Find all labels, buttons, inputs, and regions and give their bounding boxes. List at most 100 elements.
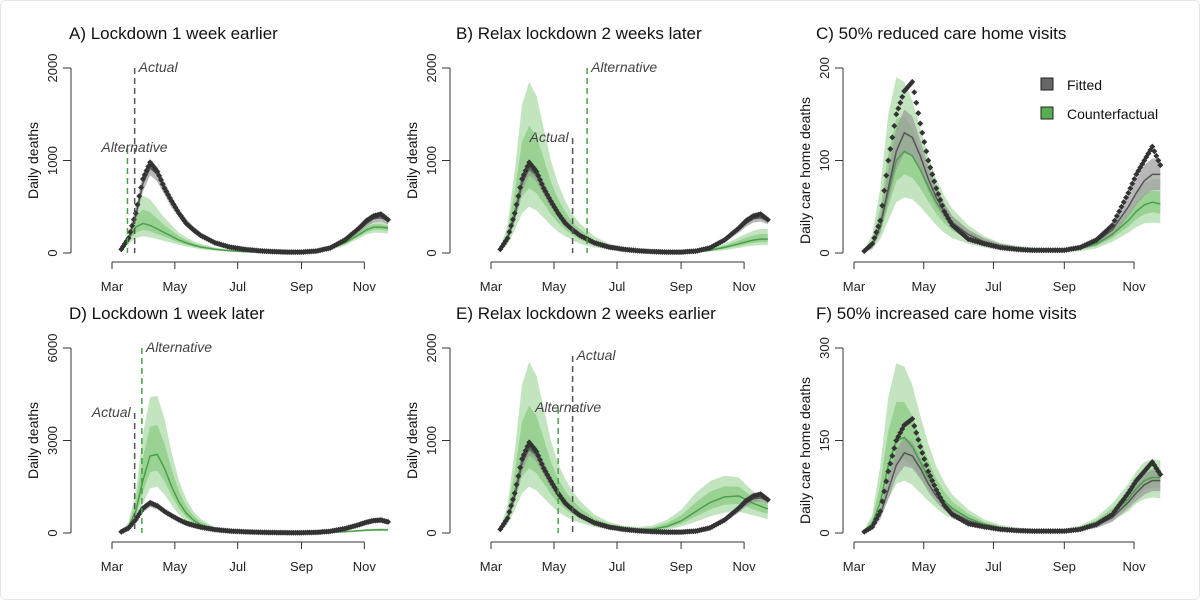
observed-point — [1157, 471, 1164, 478]
observed-point — [885, 157, 892, 164]
observed-point — [933, 185, 940, 192]
panel-f: F) 50% increased care home visits 0 150 300… — [797, 304, 1164, 574]
y-tick-label: 0 — [424, 249, 439, 256]
x-tick-label: Sep — [1053, 559, 1076, 574]
x-tick-label: Mar — [480, 279, 503, 294]
observed-point — [911, 89, 918, 96]
observed-point — [927, 164, 934, 171]
y-tick-label: 2000 — [45, 54, 60, 83]
x-tick-label: Nov — [1122, 559, 1146, 574]
panel-d: D) Lockdown 1 week later 0 3000 6000 Daily d… — [25, 304, 392, 574]
observed-point — [123, 237, 130, 244]
y-tick-label: 0 — [424, 529, 439, 536]
observed-point — [1129, 180, 1136, 187]
observed-point — [1131, 176, 1138, 182]
observed-point — [504, 515, 511, 522]
fitted-band — [864, 437, 1161, 533]
x-tick-label: Sep — [670, 559, 693, 574]
y-axis-label: Daily deaths — [25, 122, 41, 199]
observed-point — [513, 481, 520, 488]
y-tick-label: 0 — [45, 529, 60, 536]
observed-point — [508, 222, 515, 229]
observed-point — [937, 196, 944, 203]
observed-point — [877, 508, 884, 515]
observed-point — [515, 193, 522, 200]
x-tick-label: May — [542, 559, 567, 574]
vline-label: Alternative — [100, 139, 167, 155]
observed-point — [385, 518, 392, 525]
x-tick-label: Jul — [229, 279, 246, 294]
vline-label: Alternative — [590, 59, 657, 75]
observed-point — [385, 216, 392, 223]
y-axis-label: Daily deaths — [404, 122, 420, 199]
observed-point — [1125, 189, 1132, 196]
x-tick-label: Nov — [1122, 279, 1146, 294]
observed-point — [134, 201, 141, 208]
observed-point — [879, 498, 886, 505]
y-tick-label: 0 — [817, 529, 832, 536]
observed-point — [917, 120, 924, 127]
observed-point — [909, 78, 916, 85]
observed-point — [875, 223, 882, 230]
observed-point — [764, 496, 771, 503]
observed-point — [511, 210, 518, 217]
y-axis-label: Daily care home deaths — [797, 97, 813, 244]
observed-point — [1149, 143, 1156, 150]
counterfactual-band-outer — [121, 395, 389, 533]
observed-point — [929, 171, 936, 178]
observed-point — [1111, 217, 1118, 224]
observed-point — [911, 422, 918, 429]
observed-point — [897, 99, 904, 106]
observed-point — [885, 468, 892, 475]
y-tick-label: 1000 — [45, 146, 60, 175]
legend-label: Counterfactual — [1067, 106, 1158, 122]
observed-point — [939, 202, 946, 209]
y-tick-label: 0 — [45, 249, 60, 256]
observed-point — [881, 187, 888, 194]
x-tick-label: Jul — [609, 279, 626, 294]
observed-point — [517, 464, 524, 471]
panel-title: B) Relax lockdown 2 weeks later — [456, 24, 702, 43]
x-tick-label: Nov — [353, 279, 377, 294]
y-tick-label: 1000 — [424, 426, 439, 455]
panel-title: F) 50% increased care home visits — [816, 304, 1077, 323]
observed-point — [136, 193, 143, 200]
observed-point — [879, 202, 886, 209]
counterfactual-band-inner — [121, 425, 389, 533]
observed-point — [899, 93, 906, 100]
counterfactual-band-inner — [121, 209, 389, 253]
x-tick-label: Mar — [101, 559, 124, 574]
x-tick-label: Sep — [670, 279, 693, 294]
observed-point — [1123, 194, 1130, 201]
observed-point — [506, 508, 513, 515]
y-tick-label: 150 — [817, 430, 832, 452]
observed-point — [504, 235, 511, 242]
observed-point — [925, 468, 932, 475]
x-tick-label: Jul — [985, 279, 1002, 294]
y-tick-label: 100 — [817, 150, 832, 172]
observed-point — [1118, 203, 1125, 210]
observed-point — [509, 496, 516, 503]
x-tick-label: May — [911, 559, 936, 574]
panel-c: C) 50% reduced care home visits 0 100 200 Da… — [797, 24, 1164, 294]
observed-point — [915, 110, 922, 117]
observed-point — [1157, 162, 1164, 169]
observed-point — [895, 105, 902, 112]
vline-label: Alternative — [145, 339, 212, 355]
observed-point — [1155, 157, 1162, 164]
observed-point — [508, 502, 515, 509]
observed-point — [1113, 213, 1120, 219]
observed-point — [935, 191, 942, 198]
y-tick-label: 300 — [817, 337, 832, 359]
legend-swatch-fitted — [1040, 77, 1054, 91]
y-axis-label: Daily deaths — [25, 402, 41, 479]
observed-point — [517, 184, 524, 191]
panel-b: B) Relax lockdown 2 weeks later 0 1000 2000… — [404, 24, 771, 294]
y-axis-label: Daily care home deaths — [797, 377, 813, 524]
observed-point — [873, 229, 880, 236]
observed-point — [919, 449, 926, 456]
x-tick-label: May — [163, 559, 188, 574]
observed-point — [511, 490, 518, 497]
observed-point — [1116, 208, 1123, 215]
observed-point — [887, 145, 894, 152]
